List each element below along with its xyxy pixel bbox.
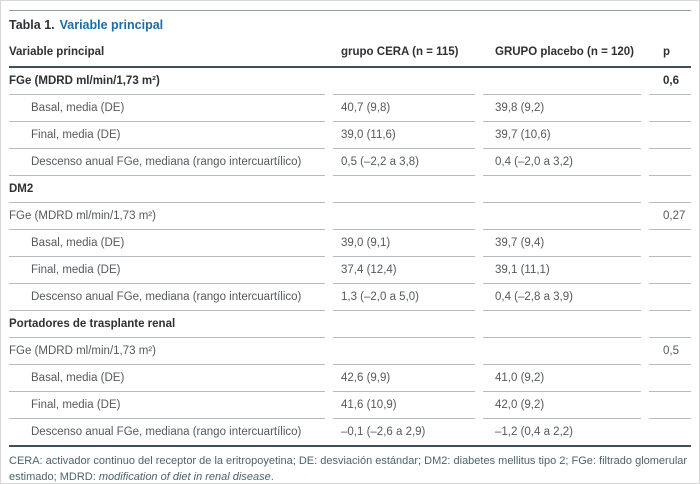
row-label: FGe (MDRD ml/min/1,73 m²) — [9, 68, 325, 95]
table-row: DM2 — [9, 176, 691, 203]
row-label: Basal, media (DE) — [9, 95, 325, 122]
table-caption: Tabla 1. Variable principal — [9, 11, 691, 38]
cell-placebo: 41,0 (9,2) — [483, 365, 641, 392]
cell-cera — [333, 311, 475, 338]
table-caption-title: Variable principal — [59, 17, 164, 32]
footnote-italic-text: modification of diet in renal disease — [98, 471, 271, 483]
row-label: FGe (MDRD ml/min/1,73 m²) — [9, 338, 325, 365]
row-label: Final, media (DE) — [9, 122, 325, 149]
cell-placebo: 0,4 (–2,8 a 3,9) — [483, 284, 641, 311]
row-label: Final, media (DE) — [9, 257, 325, 284]
cell-placebo — [483, 338, 641, 365]
row-label: Basal, media (DE) — [9, 230, 325, 257]
cell-placebo — [483, 176, 641, 203]
top-rule — [9, 10, 691, 11]
cell-placebo: 0,4 (–2,0 a 3,2) — [483, 149, 641, 176]
table-header-row: Variable principal grupo CERA (n = 115) … — [9, 38, 691, 68]
table-row: FGe (MDRD ml/min/1,73 m²) 0,5 — [9, 338, 691, 365]
table-row: Final, media (DE) 41,6 (10,9) 42,0 (9,2) — [9, 392, 691, 419]
cell-p — [649, 257, 691, 284]
cell-p — [649, 95, 691, 122]
cell-placebo: 39,7 (10,6) — [483, 122, 641, 149]
cell-p — [649, 176, 691, 203]
row-label: DM2 — [9, 176, 325, 203]
cell-cera — [333, 68, 475, 95]
column-header-cera: grupo CERA (n = 115) — [341, 46, 459, 58]
footnote-suffix: . — [270, 471, 274, 483]
table-row: FGe (MDRD ml/min/1,73 m²) 0,6 — [9, 68, 691, 95]
cell-p — [649, 284, 691, 311]
table-row: Descenso anual FGe, mediana (rango inter… — [9, 284, 691, 311]
footnote-text: CERA: activador continuo del receptor de… — [9, 455, 688, 483]
table-footnote: CERA: activador continuo del receptor de… — [9, 453, 691, 483]
cell-p: 0,5 — [649, 338, 691, 365]
row-label: Final, media (DE) — [9, 392, 325, 419]
cell-cera: 39,0 (11,6) — [333, 122, 475, 149]
row-label: Descenso anual FGe, mediana (rango inter… — [31, 426, 302, 438]
table-row: Descenso anual FGe, mediana (rango inter… — [9, 419, 691, 445]
row-label: Portadores de trasplante renal — [9, 311, 325, 338]
cell-cera: 40,7 (9,8) — [333, 95, 475, 122]
cell-placebo — [483, 311, 641, 338]
cell-cera: 0,5 (–2,2 a 3,8) — [333, 149, 475, 176]
cell-p — [649, 419, 691, 445]
table-body: FGe (MDRD ml/min/1,73 m²) 0,6 Basal, med… — [9, 68, 691, 447]
cell-cera: 37,4 (12,4) — [333, 257, 475, 284]
table-row: Basal, media (DE) 40,7 (9,8) 39,8 (9,2) — [9, 95, 691, 122]
cell-cera: 1,3 (–2,0 a 5,0) — [333, 284, 475, 311]
cell-cera — [333, 176, 475, 203]
table-row: Final, media (DE) 39,0 (11,6) 39,7 (10,6… — [9, 122, 691, 149]
column-header-p: p — [663, 46, 671, 58]
table-row: FGe (MDRD ml/min/1,73 m²) 0,27 — [9, 203, 691, 230]
cell-placebo — [483, 68, 641, 95]
cell-cera — [333, 203, 475, 230]
cell-placebo: 39,7 (9,4) — [483, 230, 641, 257]
table-row: Basal, media (DE) 42,6 (9,9) 41,0 (9,2) — [9, 365, 691, 392]
cell-placebo — [483, 203, 641, 230]
cell-p — [649, 392, 691, 419]
cell-placebo: 39,1 (11,1) — [483, 257, 641, 284]
cell-cera — [333, 338, 475, 365]
cell-placebo: 39,8 (9,2) — [483, 95, 641, 122]
cell-cera: –0,1 (–2,6 a 2,9) — [341, 426, 426, 438]
cell-p: 0,6 — [649, 68, 691, 95]
cell-placebo: 42,0 (9,2) — [483, 392, 641, 419]
column-header-placebo: GRUPO placebo (n = 120) — [495, 46, 634, 58]
cell-p — [649, 122, 691, 149]
cell-p — [649, 365, 691, 392]
row-label: Descenso anual FGe, mediana (rango inter… — [9, 284, 325, 311]
row-label: Descenso anual FGe, mediana (rango inter… — [9, 149, 325, 176]
row-label: FGe (MDRD ml/min/1,73 m²) — [9, 203, 325, 230]
table-row: Basal, media (DE) 39,0 (9,1) 39,7 (9,4) — [9, 230, 691, 257]
table-row: Descenso anual FGe, mediana (rango inter… — [9, 149, 691, 176]
cell-p — [649, 311, 691, 338]
column-header-variable: Variable principal — [9, 46, 105, 58]
cell-cera: 42,6 (9,9) — [333, 365, 475, 392]
cell-p: 0,27 — [649, 203, 691, 230]
cell-cera: 41,6 (10,9) — [333, 392, 475, 419]
cell-p — [649, 149, 691, 176]
cell-p — [649, 230, 691, 257]
table-row: Final, media (DE) 37,4 (12,4) 39,1 (11,1… — [9, 257, 691, 284]
row-label: Basal, media (DE) — [9, 365, 325, 392]
table-caption-number: Tabla 1. — [9, 17, 55, 32]
cell-cera: 39,0 (9,1) — [333, 230, 475, 257]
table-row: Portadores de trasplante renal — [9, 311, 691, 338]
cell-placebo: –1,2 (0,4 a 2,2) — [495, 426, 573, 438]
